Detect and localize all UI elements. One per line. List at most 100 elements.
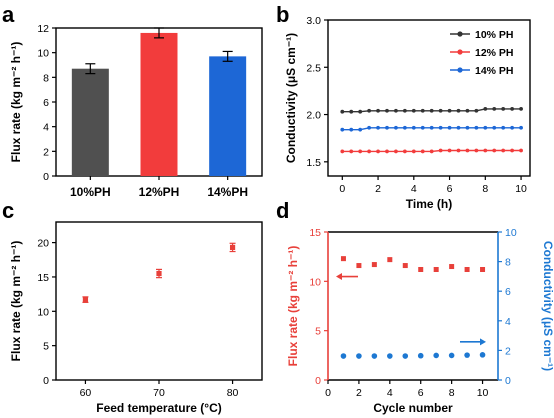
series-1-point — [456, 148, 461, 153]
series-2-point — [447, 125, 452, 130]
series-2-point — [510, 125, 515, 130]
series-0-point — [376, 108, 380, 113]
series-2-point — [501, 125, 506, 130]
y-axis-c-tick-label: 20 — [37, 238, 49, 250]
y-axis-a-tick-label: 2 — [43, 146, 49, 158]
series-2-point — [429, 125, 434, 130]
legend-label-0: 10% PH — [475, 29, 514, 41]
series-0-point — [447, 108, 452, 113]
series-1-point — [438, 148, 443, 153]
flux-point-d — [449, 264, 455, 270]
series-2-point — [340, 127, 345, 132]
series-2-point — [394, 125, 398, 130]
x-axis-d-tick-label: 8 — [449, 387, 455, 399]
panel-b-line-chart: 1.5 2.0 2.5 3.0 0 2 4 6 8 10 10% PH 12% PH 14% PH Tim… — [284, 15, 531, 211]
series-1-point — [402, 149, 407, 154]
series-0-point — [492, 106, 497, 111]
y-axis-a-tick-label: 0 — [43, 171, 49, 183]
y-axis-c-tick-label: 15 — [37, 272, 49, 284]
series-1-point — [349, 149, 354, 154]
data-point-c-1 — [156, 270, 162, 277]
y2-axis-d-tick-label: 10 — [505, 227, 517, 239]
panel-label-d: d — [276, 198, 289, 223]
y-axis-d-tick-label: 10 — [309, 276, 321, 288]
series-2-point — [376, 125, 380, 130]
conductivity-point-d — [402, 353, 409, 359]
x-axis-b-tick-label: 2 — [375, 183, 381, 195]
y2-axis-d-tick-label: 4 — [505, 316, 511, 328]
series-0-point — [474, 108, 479, 113]
series-1-point — [510, 148, 515, 153]
panel-label-a: a — [2, 2, 15, 27]
y-axis-c-tick-label: 5 — [43, 341, 49, 353]
y-axis-a-tick-label: 6 — [43, 97, 49, 109]
flux-point-d — [480, 266, 486, 272]
y-axis-c-tick-label: 10 — [37, 306, 49, 318]
flux-point-d — [356, 263, 362, 269]
bar-10%PH — [71, 68, 109, 176]
series-2-point — [367, 125, 372, 130]
legend-marker-1 — [457, 49, 463, 55]
series-2-point — [456, 125, 461, 130]
series-1-point — [394, 149, 398, 154]
conductivity-point-d — [417, 352, 424, 359]
series-1-point — [429, 149, 434, 154]
series-2-point — [420, 125, 425, 130]
flux-point-d — [433, 266, 439, 272]
arrow-left-head — [336, 273, 342, 281]
y2-axis-d-tick-label: 2 — [505, 345, 511, 357]
y2-axis-d-tick-label: 0 — [505, 375, 511, 387]
category-label: 14%PH — [207, 185, 248, 199]
x-axis-c-tick-label: 60 — [80, 387, 92, 399]
series-1-point — [358, 149, 363, 154]
category-label: 12%PH — [139, 185, 180, 199]
y-axis-label-d: Flux rate (kg m⁻² h⁻¹) — [286, 246, 300, 367]
x-axis-b-tick-label: 6 — [447, 183, 453, 195]
y-axis-d-tick-label: 5 — [315, 326, 321, 338]
conductivity-point-d — [448, 352, 455, 359]
panel-a-bar-chart: 0 2 4 6 8 10 12 10%PH 12%PH 14%PH Flux rate (kg m⁻… — [9, 23, 263, 199]
y2-axis-d-tick-label: 6 — [505, 286, 511, 298]
series-1-point — [420, 149, 425, 154]
series-2-point — [402, 125, 407, 130]
series-0-point — [385, 108, 389, 113]
series-2-point — [438, 125, 443, 130]
series-0-point — [394, 108, 398, 113]
x-axis-b-tick-label: 0 — [339, 183, 345, 195]
series-2-point — [385, 125, 389, 130]
series-2-point — [349, 127, 354, 132]
series-0-point — [510, 106, 515, 111]
flux-point-d — [418, 266, 424, 272]
conductivity-point-d — [464, 352, 470, 358]
y-axis-a-tick-label: 8 — [43, 72, 49, 84]
series-0-point — [501, 106, 506, 111]
legend-label-2: 14% PH — [475, 65, 514, 77]
x-axis-b-tick-label: 8 — [482, 183, 488, 195]
bar-14%PH — [209, 56, 247, 176]
series-0-point — [358, 109, 363, 114]
bar-12%PH — [140, 32, 178, 176]
series-2-point — [465, 125, 470, 130]
series-0-point — [438, 108, 443, 113]
flux-point-d — [340, 256, 346, 262]
legend-marker-0 — [457, 31, 463, 37]
y-axis-c-tick-label: 0 — [43, 375, 49, 387]
panel-label-b: b — [276, 2, 289, 27]
y-axis-label-b: Conductivity (μS cm⁻¹) — [284, 33, 298, 163]
series-1-point — [411, 149, 416, 154]
series-1-point — [447, 148, 452, 153]
series-0-point — [483, 106, 488, 111]
series-0-point — [429, 108, 434, 113]
y-axis-a-tick-label: 12 — [37, 23, 49, 35]
series-2-point — [358, 127, 363, 132]
x-axis-c-tick-label: 80 — [227, 387, 239, 399]
y2-axis-label-d: Conductivity (μS cm⁻¹) — [541, 241, 554, 371]
conductivity-point-d — [433, 352, 439, 359]
x-axis-d-tick-label: 2 — [356, 387, 362, 399]
series-2-point — [411, 125, 416, 130]
conductivity-point-d — [479, 352, 486, 358]
x-axis-label-c: Feed temperature (°C) — [96, 401, 222, 415]
x-axis-b-tick-label: 10 — [515, 183, 527, 195]
series-1-point — [367, 149, 372, 154]
